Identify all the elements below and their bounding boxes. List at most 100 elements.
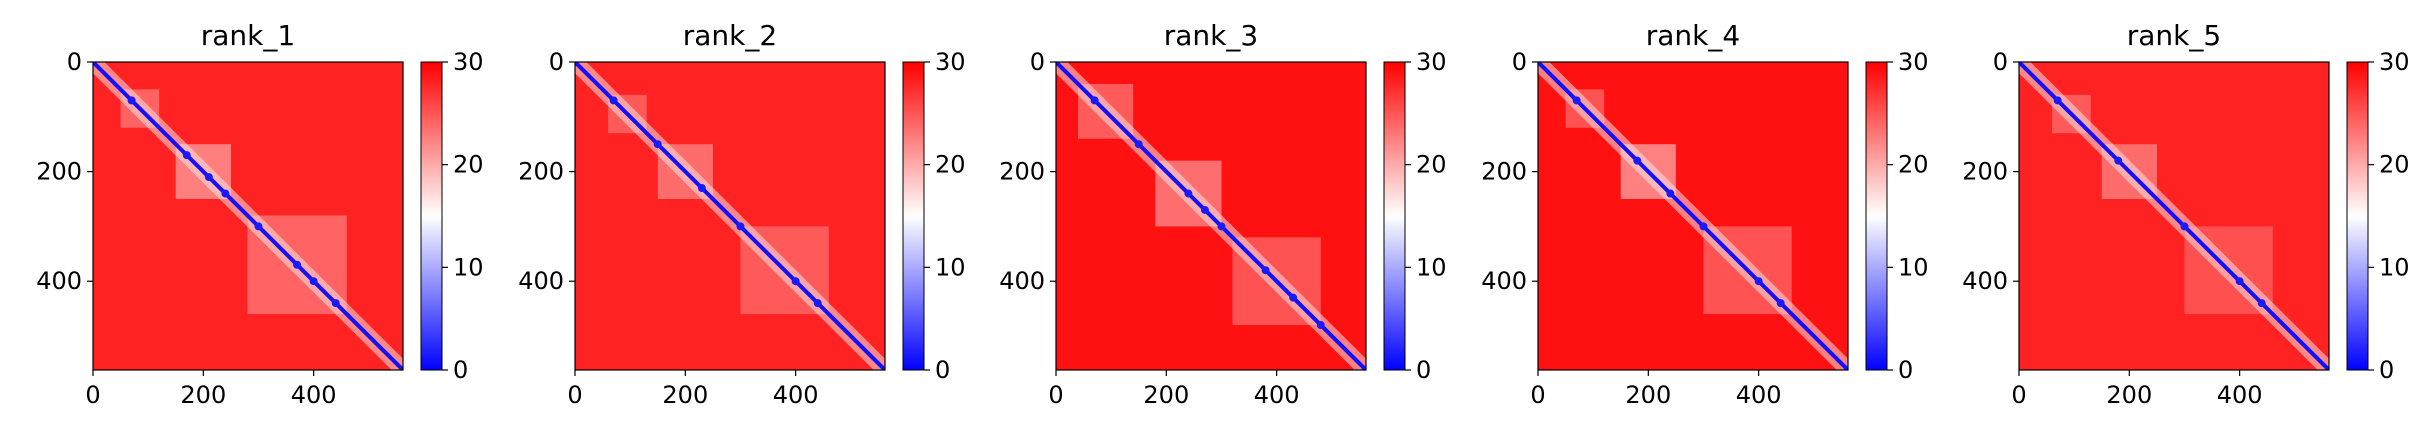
heatmap-frame bbox=[1537, 61, 1849, 371]
heatmap-plot-area bbox=[2019, 62, 2329, 370]
heatmap-panel-5: rank_5 0 200 400 0 200 400 0 10 20 30 bbox=[1962, 19, 2409, 409]
heatmap-diagonal-node bbox=[1666, 189, 1675, 198]
x-tick-label: 0 bbox=[85, 381, 100, 409]
heatmap-diagonal-node bbox=[2180, 222, 2189, 231]
heatmap-diagonal bbox=[575, 62, 885, 370]
y-tick-label: 400 bbox=[518, 267, 564, 295]
colorbar bbox=[2346, 61, 2369, 371]
y-tick-label: 0 bbox=[1993, 48, 2008, 76]
colorbar bbox=[902, 61, 925, 371]
colorbar-tick-label: 0 bbox=[2379, 356, 2394, 384]
x-tick-label: 200 bbox=[1143, 381, 1189, 409]
heatmap-panel-3: rank_3 0 200 400 0 200 400 0 10 20 30 bbox=[999, 19, 1446, 409]
heatmap-diagonal-node bbox=[204, 173, 213, 182]
heatmap-title: rank_1 bbox=[201, 19, 295, 52]
heatmap-diagonal-node bbox=[254, 222, 263, 231]
x-tick-label: 200 bbox=[180, 381, 226, 409]
heatmap-diagonal-node bbox=[1754, 277, 1763, 286]
heatmap-diagonal-node bbox=[609, 96, 618, 105]
heatmap-diagonal-node bbox=[1316, 321, 1325, 330]
heatmap-diagonal-node bbox=[221, 189, 230, 198]
heatmap-title: rank_4 bbox=[1646, 19, 1740, 52]
heatmap-frame bbox=[92, 61, 404, 371]
heatmap-diagonal bbox=[93, 62, 403, 370]
colorbar-tick-label: 30 bbox=[935, 48, 966, 76]
heatmap-frame bbox=[574, 61, 886, 371]
y-tick-label: 400 bbox=[36, 267, 82, 295]
y-tick-label: 200 bbox=[1962, 158, 2008, 186]
x-tick-label: 200 bbox=[662, 381, 708, 409]
y-tick-label: 200 bbox=[36, 158, 82, 186]
colorbar-tick-label: 10 bbox=[935, 253, 966, 281]
x-tick-label: 400 bbox=[291, 381, 337, 409]
heatmap-diagonal-node bbox=[1572, 96, 1581, 105]
heatmap-diagonal-node bbox=[127, 96, 136, 105]
colorbar-tick-label: 20 bbox=[1898, 151, 1929, 179]
colorbar-tick-label: 10 bbox=[2379, 253, 2410, 281]
y-tick-label: 200 bbox=[518, 158, 564, 186]
colorbar-tick-label: 30 bbox=[453, 48, 484, 76]
colorbar-tick-label: 10 bbox=[1898, 253, 1929, 281]
heatmap-diagonal-node bbox=[791, 277, 800, 286]
y-tick-label: 0 bbox=[1030, 48, 1045, 76]
heatmap-diagonal-node bbox=[1776, 299, 1785, 308]
colorbar-tick-label: 20 bbox=[2379, 151, 2410, 179]
heatmap-frame bbox=[1055, 61, 1367, 371]
heatmap-diagonal-node bbox=[653, 140, 662, 149]
heatmap-plot-area bbox=[1538, 62, 1848, 370]
heatmap-diagonal-node bbox=[2114, 156, 2123, 165]
heatmap-plot-area bbox=[575, 62, 885, 370]
y-tick-label: 400 bbox=[1481, 267, 1527, 295]
y-tick-label: 200 bbox=[999, 158, 1045, 186]
heatmap-diagonal-node bbox=[1200, 205, 1209, 214]
colorbar-tick-label: 30 bbox=[1416, 48, 1447, 76]
heatmap-diagonal-node bbox=[1699, 222, 1708, 231]
colorbar-tick-label: 0 bbox=[1898, 356, 1913, 384]
heatmap-diagonal-node bbox=[1289, 293, 1298, 302]
heatmap-diagonal-node bbox=[1134, 140, 1143, 149]
heatmap-plot-area bbox=[93, 62, 403, 370]
colorbar bbox=[1865, 61, 1888, 371]
heatmap-panel-1: rank_1 0 200 400 0 200 400 0 10 20 30 bbox=[36, 19, 483, 409]
x-tick-label: 400 bbox=[1736, 381, 1782, 409]
colorbar bbox=[420, 61, 443, 371]
heatmap-diagonal-node bbox=[331, 299, 340, 308]
heatmap-diagonal-node bbox=[182, 151, 191, 160]
colorbar-tick-label: 0 bbox=[935, 356, 950, 384]
colorbar bbox=[1383, 61, 1406, 371]
y-tick-label: 0 bbox=[549, 48, 564, 76]
heatmap-title: rank_2 bbox=[683, 19, 777, 52]
x-tick-label: 0 bbox=[2011, 381, 2026, 409]
heatmap-diagonal-node bbox=[1090, 96, 1099, 105]
x-tick-label: 400 bbox=[2217, 381, 2263, 409]
heatmap-diagonal-node bbox=[293, 260, 302, 269]
heatmap-diagonal-node bbox=[813, 299, 822, 308]
heatmap-diagonal-node bbox=[1633, 156, 1642, 165]
heatmap-title: rank_3 bbox=[1164, 19, 1258, 52]
heatmap-plot-area bbox=[1056, 62, 1366, 370]
y-tick-label: 400 bbox=[999, 267, 1045, 295]
heatmap-diagonal-node bbox=[2235, 277, 2244, 286]
colorbar-tick-label: 30 bbox=[1898, 48, 1929, 76]
colorbar-tick-label: 10 bbox=[453, 253, 484, 281]
x-tick-label: 200 bbox=[2106, 381, 2152, 409]
y-tick-label: 0 bbox=[67, 48, 82, 76]
heatmap-title: rank_5 bbox=[2127, 19, 2221, 52]
heatmap-diagonal-node bbox=[309, 277, 318, 286]
x-tick-label: 400 bbox=[1254, 381, 1300, 409]
heatmap-diagonal bbox=[1056, 62, 1366, 370]
heatmap-panel-4: rank_4 0 200 400 0 200 400 0 10 20 30 bbox=[1481, 19, 1928, 409]
x-tick-label: 0 bbox=[1048, 381, 1063, 409]
heatmap-diagonal-node bbox=[697, 184, 706, 193]
heatmap-diagonal-node bbox=[2053, 96, 2062, 105]
heatmap-diagonal bbox=[1538, 62, 1848, 370]
heatmap-diagonal-node bbox=[1261, 266, 1270, 275]
colorbar-tick-label: 0 bbox=[1416, 356, 1431, 384]
colorbar-tick-label: 10 bbox=[1416, 253, 1447, 281]
heatmap-diagonal-node bbox=[1217, 222, 1226, 231]
heatmap-diagonal-node bbox=[2257, 299, 2266, 308]
y-tick-label: 0 bbox=[1512, 48, 1527, 76]
heatmap-diagonal bbox=[2019, 62, 2329, 370]
x-tick-label: 400 bbox=[773, 381, 819, 409]
